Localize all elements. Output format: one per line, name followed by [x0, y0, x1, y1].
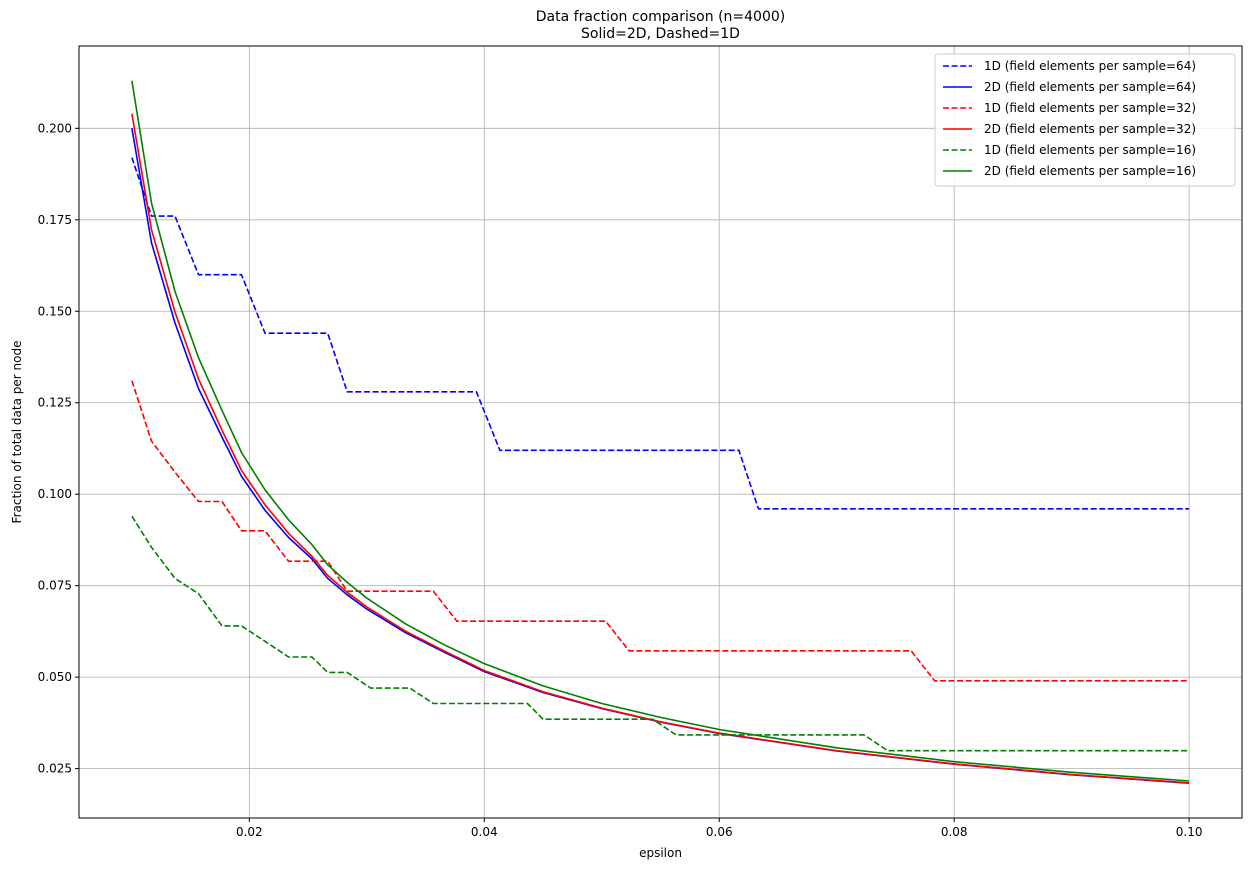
- y-tick-label: 0.200: [38, 121, 72, 135]
- series-lines: [131, 80, 1190, 784]
- x-tick-label: 0.02: [236, 825, 263, 839]
- grid: [79, 46, 1242, 818]
- axis-ticks: 0.02 0.04 0.06 0.08 0.10 0.025 0.050 0.075 0.100…: [38, 121, 1203, 839]
- legend-entry-label: 1D (field elements per sample=16): [984, 143, 1196, 157]
- plot-frame: [78, 45, 1243, 819]
- chart-subtitle: Solid=2D, Dashed=1D: [581, 26, 740, 42]
- legend-entry-label: 2D (field elements per sample=32): [984, 122, 1196, 136]
- series-line-2d-5: [131, 80, 1190, 782]
- legend: 1D (field elements per sample=64) 2D (fie…: [934, 53, 1236, 187]
- legend-entry-label: 2D (field elements per sample=64): [984, 80, 1196, 94]
- legend-box: [934, 53, 1236, 187]
- y-axis-label: Fraction of total data per node: [10, 341, 24, 524]
- y-tick-label: 0.125: [38, 396, 72, 410]
- x-tick-label: 0.08: [941, 825, 968, 839]
- legend-entry-label: 1D (field elements per sample=32): [984, 101, 1196, 115]
- y-tick-label: 0.100: [38, 487, 72, 501]
- x-tick-label: 0.06: [706, 825, 733, 839]
- x-axis-label: epsilon: [639, 846, 682, 860]
- series-line-1d-4: [131, 515, 1190, 752]
- chart-title: Data fraction comparison (n=4000): [536, 9, 785, 25]
- y-tick-label: 0.025: [38, 762, 72, 776]
- x-tick-label: 0.04: [471, 825, 498, 839]
- series-line-1d-2: [131, 380, 1190, 682]
- y-tick-label: 0.150: [38, 304, 72, 318]
- series-line-1d-0: [131, 157, 1190, 510]
- legend-entry-label: 2D (field elements per sample=16): [984, 164, 1196, 178]
- x-tick-label: 0.10: [1176, 825, 1203, 839]
- series-line-2d-3: [131, 113, 1190, 784]
- legend-entry-label: 1D (field elements per sample=64): [984, 59, 1196, 73]
- y-tick-label: 0.175: [38, 213, 72, 227]
- y-tick-label: 0.075: [38, 579, 72, 593]
- y-tick-label: 0.050: [38, 670, 72, 684]
